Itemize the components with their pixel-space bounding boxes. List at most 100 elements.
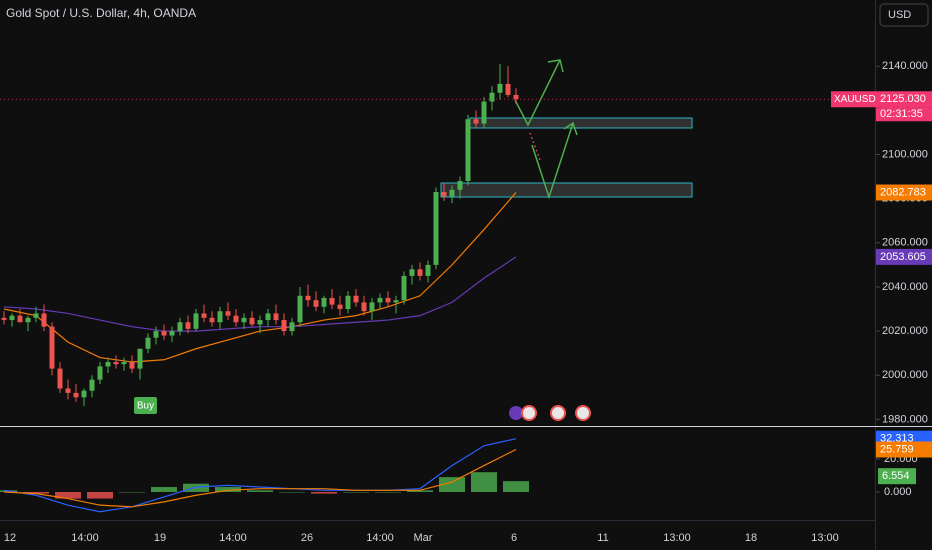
candle-body bbox=[1, 317, 7, 321]
candle-body bbox=[393, 300, 399, 303]
candle-body bbox=[465, 119, 471, 181]
oscillator-line bbox=[3, 438, 517, 513]
candle-body bbox=[337, 304, 343, 310]
ma-tag bbox=[876, 184, 932, 201]
histogram-tag bbox=[878, 468, 916, 485]
x-tick-label: 13:00 bbox=[811, 532, 839, 544]
candle-body bbox=[425, 264, 431, 276]
y-tick-label: 2020.000 bbox=[882, 325, 928, 337]
histogram-bar bbox=[439, 477, 465, 492]
candle-body bbox=[361, 302, 367, 312]
arrow bbox=[514, 59, 561, 127]
oscillator-line bbox=[3, 448, 517, 508]
candle-body bbox=[481, 101, 487, 124]
candle-body bbox=[457, 180, 463, 190]
dotted-path bbox=[529, 132, 541, 161]
y-tick-label: 2060.000 bbox=[882, 237, 928, 249]
candle-body bbox=[49, 326, 55, 369]
candle-body bbox=[121, 361, 127, 365]
event-icon[interactable] bbox=[550, 405, 566, 421]
candle-body bbox=[9, 315, 15, 321]
candle-body bbox=[329, 297, 335, 305]
candle-body bbox=[369, 302, 375, 312]
candle-body bbox=[217, 311, 223, 323]
candle-body bbox=[33, 313, 39, 318]
candle-body bbox=[417, 269, 423, 276]
candle-body bbox=[497, 83, 503, 93]
symbol-tag bbox=[831, 91, 876, 108]
candle-body bbox=[177, 322, 183, 332]
candle-body bbox=[505, 83, 511, 95]
candle-body bbox=[65, 388, 71, 393]
histogram-bar bbox=[471, 472, 497, 492]
histogram-bar bbox=[279, 491, 305, 493]
x-tick-label: 12 bbox=[4, 532, 16, 544]
candle-body bbox=[249, 317, 255, 325]
candle-body bbox=[273, 313, 279, 321]
candle-body bbox=[513, 94, 519, 100]
event-icon[interactable] bbox=[521, 405, 537, 421]
candle-body bbox=[17, 315, 23, 323]
candle-body bbox=[137, 348, 143, 369]
candle-body bbox=[409, 269, 415, 276]
histogram-bar bbox=[87, 491, 113, 499]
candle-body bbox=[241, 317, 247, 323]
currency-button[interactable] bbox=[879, 3, 929, 27]
y-tick-label: 1980.000 bbox=[882, 413, 928, 425]
event-icon[interactable] bbox=[509, 406, 523, 420]
zone bbox=[469, 117, 693, 129]
histogram-bar bbox=[407, 490, 433, 492]
candle-body bbox=[345, 295, 351, 310]
ma-tag-label: 2082.783 bbox=[880, 186, 926, 198]
histogram-bar bbox=[151, 487, 177, 492]
y-tick-label: 2040.000 bbox=[882, 281, 928, 293]
candle-body bbox=[449, 189, 455, 197]
candle-body bbox=[233, 315, 239, 323]
currency-button-label[interactable]: USD bbox=[888, 9, 911, 21]
candle-body bbox=[289, 322, 295, 332]
x-tick-label: Mar bbox=[414, 532, 433, 544]
candle-body bbox=[321, 297, 327, 307]
ma-tag-label: 2053.605 bbox=[880, 251, 926, 263]
event-icon[interactable] bbox=[575, 405, 591, 421]
countdown-tag bbox=[876, 107, 932, 122]
candle-body bbox=[97, 366, 103, 380]
y-tick-label: 2140.000 bbox=[882, 60, 928, 72]
countdown-label: 02:31:35 bbox=[880, 108, 923, 120]
arrow-head bbox=[547, 59, 564, 73]
candle-body bbox=[377, 297, 383, 303]
x-tick-label: 14:00 bbox=[366, 532, 394, 544]
candle-body bbox=[161, 331, 167, 336]
candle-body bbox=[401, 275, 407, 301]
histogram-bar bbox=[55, 491, 81, 499]
chart-title: Gold Spot / U.S. Dollar, 4h, OANDA bbox=[6, 6, 196, 20]
y-tick-label: 2100.000 bbox=[882, 148, 928, 160]
x-tick-label: 14:00 bbox=[219, 532, 247, 544]
symbol-tag-label: XAUUSD bbox=[834, 94, 876, 105]
x-tick-label: 13:00 bbox=[663, 532, 691, 544]
histogram-bar bbox=[343, 491, 369, 493]
y2-tick-label: 0.000 bbox=[884, 486, 912, 498]
candle-body bbox=[129, 361, 135, 369]
ma-tag bbox=[876, 248, 932, 265]
histogram-bar bbox=[375, 491, 401, 493]
candle-body bbox=[105, 361, 111, 367]
candle-body bbox=[89, 379, 95, 391]
last-price-tag bbox=[876, 91, 932, 108]
arrow bbox=[531, 122, 574, 200]
histogram-bar bbox=[119, 491, 145, 493]
candle-body bbox=[73, 392, 79, 398]
x-tick-label: 6 bbox=[511, 532, 517, 544]
candle-body bbox=[81, 390, 87, 398]
oscillator-tag bbox=[876, 441, 932, 458]
candle-body bbox=[41, 313, 47, 327]
x-tick-label: 18 bbox=[745, 532, 757, 544]
candle-body bbox=[353, 295, 359, 303]
x-tick-label: 14:00 bbox=[71, 532, 99, 544]
candle-body bbox=[185, 322, 191, 329]
buy-signal bbox=[134, 397, 157, 414]
histogram-bar bbox=[23, 491, 49, 494]
candle-body bbox=[313, 300, 319, 307]
